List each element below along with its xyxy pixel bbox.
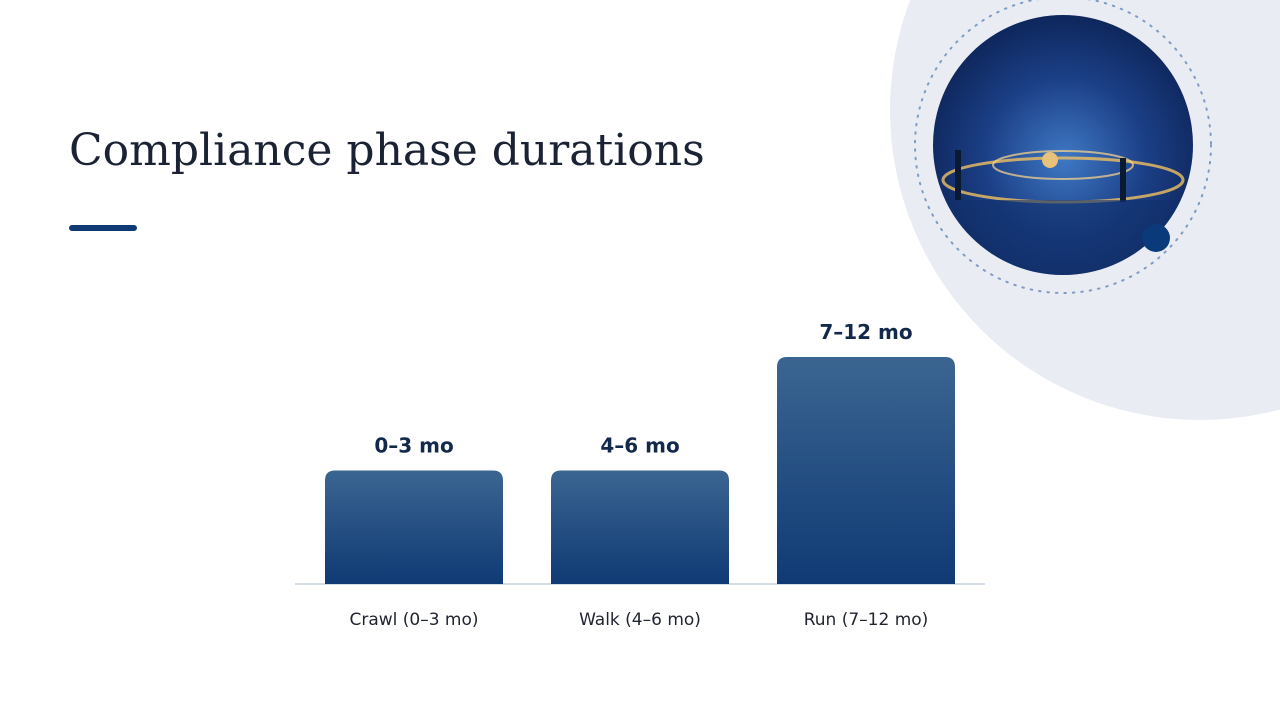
value-label: 7–12 mo xyxy=(819,320,912,344)
bar xyxy=(551,470,729,584)
category-label: Walk (4–6 mo) xyxy=(579,610,701,630)
category-label: Crawl (0–3 mo) xyxy=(349,610,478,630)
accent-dot xyxy=(1142,224,1170,252)
bar xyxy=(325,470,503,584)
dotted-ring xyxy=(914,0,1212,294)
title-accent xyxy=(69,225,137,231)
slide-title: Compliance phase durations xyxy=(69,125,705,176)
bar xyxy=(777,357,955,584)
value-label: 4–6 mo xyxy=(600,434,679,458)
value-label: 0–3 mo xyxy=(374,434,453,458)
category-label: Run (7–12 mo) xyxy=(804,610,929,630)
